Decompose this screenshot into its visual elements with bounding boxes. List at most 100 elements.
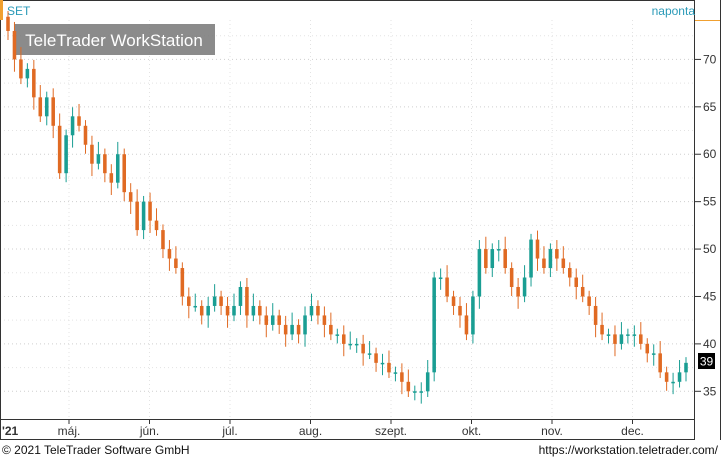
candle-body [626, 334, 630, 336]
candle-body [600, 324, 604, 335]
candle-body [567, 268, 572, 278]
x-tick-label: júl. [221, 424, 237, 438]
candle [6, 11, 10, 40]
candle [296, 319, 301, 344]
candle-body [658, 353, 662, 373]
y-tick-label: 40 [703, 337, 717, 351]
candle-body [128, 192, 133, 202]
x-tick-label: jún. [139, 424, 159, 438]
x-tick-label: dec. [621, 424, 644, 438]
watermark-box [14, 24, 215, 55]
candle [199, 300, 204, 325]
candle [451, 290, 456, 315]
candle [238, 281, 243, 315]
candle [354, 338, 359, 353]
y-tick-label: 70 [703, 52, 717, 66]
candle [135, 189, 139, 236]
candle [77, 103, 81, 132]
candle-body [96, 154, 101, 164]
candle [180, 262, 185, 306]
candle [245, 277, 249, 328]
candle-body [103, 154, 107, 174]
candle-body [613, 334, 617, 344]
candle [154, 208, 159, 236]
candle-body [25, 68, 30, 79]
candle-body [329, 324, 333, 335]
candle [619, 322, 624, 350]
candle [283, 315, 288, 347]
candle-body [516, 286, 520, 297]
candle-body [206, 305, 210, 316]
y-tick-label: 50 [703, 242, 717, 256]
candle [606, 328, 611, 344]
y-tick-label: 45 [703, 289, 717, 303]
candle [522, 265, 527, 303]
candle [593, 296, 598, 338]
candle-body [225, 305, 230, 316]
candle-body [70, 116, 75, 136]
candle-body [380, 362, 385, 365]
candle-body [212, 296, 217, 306]
candle-body [335, 334, 340, 336]
last-value-text: 39 [700, 355, 714, 369]
candle [193, 293, 198, 312]
candle-body [44, 97, 49, 117]
candle-body [77, 116, 81, 126]
candle-body [232, 305, 236, 316]
candle [335, 328, 340, 344]
candle-body [580, 286, 585, 297]
candle [677, 360, 682, 388]
footer-url: https://workstation.teletrader.com/ [539, 443, 719, 457]
candle [490, 243, 495, 278]
candle [484, 236, 488, 274]
candle-body [671, 381, 675, 384]
y-axis: 35 40 45 50 55 60 65 70 [695, 52, 717, 398]
candle [232, 293, 236, 322]
candle [387, 350, 391, 379]
x-tick-label: máj. [58, 424, 81, 438]
candle-body [413, 391, 417, 393]
candle-body [555, 249, 559, 259]
candle [587, 290, 591, 315]
candle-body [270, 315, 275, 325]
candle [19, 47, 23, 85]
candle-body [484, 249, 488, 269]
candle [438, 268, 443, 290]
candle [187, 287, 191, 319]
candle [174, 246, 178, 274]
candle-body [496, 249, 501, 251]
candle-body [438, 277, 443, 280]
candle-body [367, 353, 372, 355]
candle-body [425, 372, 430, 392]
candle-body [509, 268, 514, 287]
candle [309, 293, 314, 322]
candle [529, 233, 533, 287]
candle-body [464, 315, 469, 335]
candle [580, 274, 585, 303]
candle [38, 85, 43, 122]
watermark-text: TeleTrader WorkStation [25, 31, 203, 50]
candle-body [361, 343, 365, 354]
candle-body [503, 249, 507, 269]
candle-body [561, 258, 566, 269]
candle [406, 369, 411, 397]
candle [96, 141, 101, 170]
candle-body [522, 277, 527, 297]
candle-body [193, 305, 198, 308]
candle-body [57, 125, 62, 174]
candle-body [529, 239, 533, 278]
candle-body [148, 201, 152, 221]
candle-body [348, 343, 353, 346]
candle-body [238, 286, 243, 306]
candle [567, 262, 572, 287]
y-tick-label: 35 [703, 384, 717, 398]
grid-lines [4, 20, 694, 419]
candle [432, 271, 436, 382]
candle-body [406, 381, 411, 392]
candle-body [141, 201, 146, 231]
candle [425, 360, 430, 397]
candle-body [283, 324, 288, 335]
candle-body [219, 296, 223, 306]
candle [548, 243, 553, 278]
y-tick-label: 60 [703, 147, 717, 161]
